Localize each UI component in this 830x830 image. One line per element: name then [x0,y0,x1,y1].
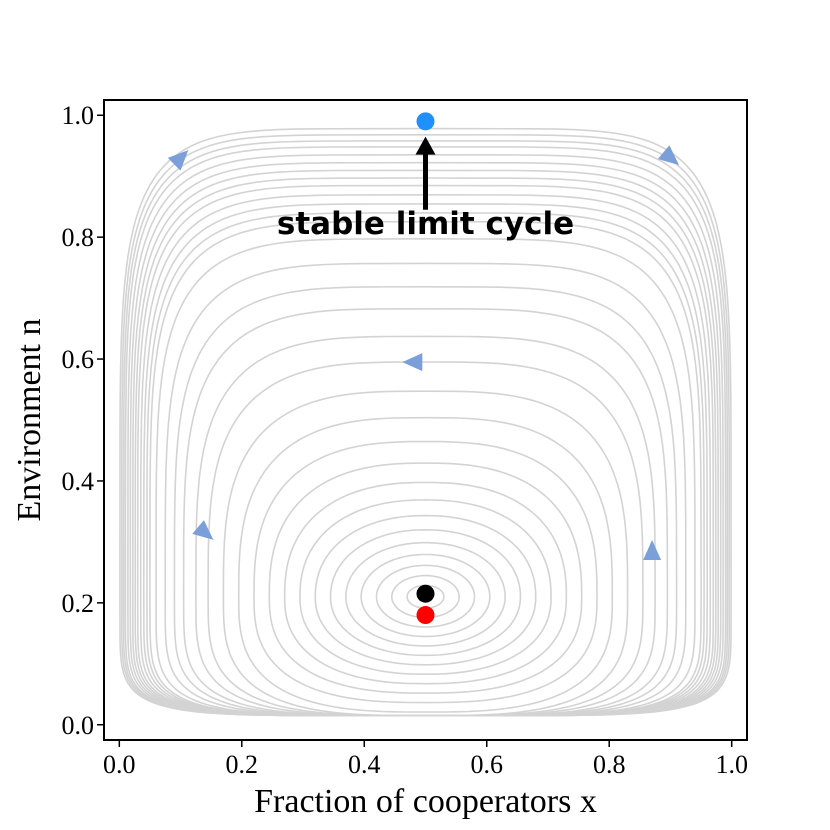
trajectory-line [360,553,491,638]
trajectory-line [222,390,629,717]
annotation-text: stable limit cycle [277,206,574,242]
flow-arrow [402,353,423,372]
trajectory-line [146,212,705,717]
y-tick-label: 0.2 [62,589,95,618]
trajectory-line [391,574,460,619]
trajectory-line [129,161,722,717]
trajectory-line [131,169,720,717]
plot-frame [103,99,748,741]
x-tick-label: 0.4 [348,750,381,779]
trajectory-lines [119,127,732,717]
y-tick-label: 0.8 [62,223,95,252]
trajectory-line [406,584,445,609]
fixed-point [416,606,435,625]
y-axis-label: Environment n [11,318,48,521]
trajectory-line [314,514,537,666]
x-axis-ticks: 0.0 0.2 0.4 0.6 0.8 1.0 [103,740,748,779]
trajectory-line [207,361,644,717]
y-tick-label: 0.6 [62,345,95,374]
annotation: stable limit cycle [277,136,574,242]
trajectory-line [155,237,696,717]
annotation-arrow-head [415,136,436,155]
trajectory-line [375,564,476,628]
flow-arrow [192,520,214,540]
trajectory-line [237,416,614,713]
trajectory-line [283,481,568,685]
flow-arrow [643,540,662,560]
fixed-points [416,112,435,625]
x-tick-label: 1.0 [715,750,748,779]
trajectory-line [142,203,709,717]
x-tick-label: 0.6 [470,750,503,779]
trajectory-line [268,462,583,694]
trajectory-line [299,499,552,675]
fixed-point [416,584,435,603]
y-tick-label: 0.4 [62,467,95,496]
x-axis-label: Fraction of cooperators x [254,783,597,820]
flow-arrow [657,145,679,165]
flow-arrow [167,150,189,171]
y-tick-label: 1.0 [62,101,95,130]
y-tick-label: 0.0 [62,711,95,740]
trajectory-line [149,220,702,717]
x-tick-label: 0.2 [226,750,259,779]
trajectory-line [345,541,506,647]
trajectory-line [253,440,598,704]
trajectory-line [329,528,522,657]
y-axis-ticks: 0.0 0.2 0.4 0.6 0.8 1.0 [62,101,104,740]
trajectory-line [182,307,669,717]
fixed-point [416,112,435,131]
flow-arrows [167,145,679,560]
trajectory-line [173,285,678,717]
x-tick-label: 0.0 [103,750,136,779]
trajectory-line [195,335,656,717]
x-tick-label: 0.8 [593,750,626,779]
trajectory-line [164,262,687,717]
